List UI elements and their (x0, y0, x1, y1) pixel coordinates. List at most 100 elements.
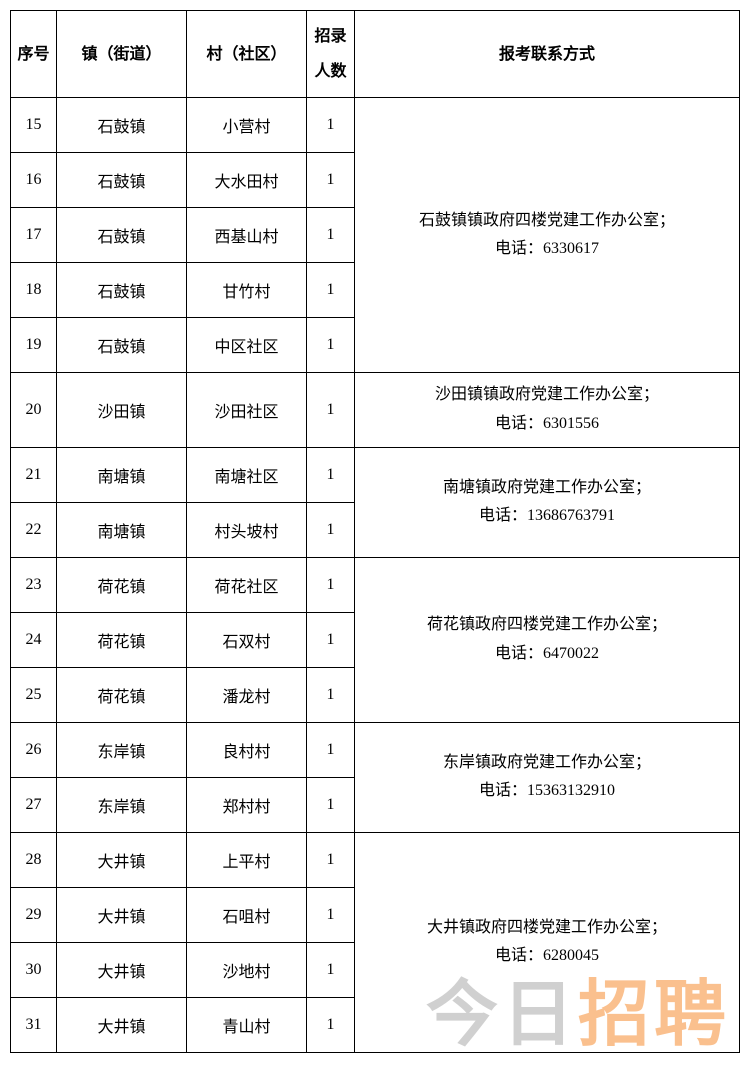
cell-village: 石咀村 (187, 887, 307, 942)
cell-count: 1 (307, 502, 355, 557)
cell-seq: 24 (11, 612, 57, 667)
cell-town: 东岸镇 (57, 722, 187, 777)
cell-contact: 荷花镇政府四楼党建工作办公室；电话：6470022 (355, 557, 740, 722)
cell-town: 大井镇 (57, 832, 187, 887)
cell-contact: 石鼓镇镇政府四楼党建工作办公室；电话：6330617 (355, 98, 740, 373)
cell-village: 小营村 (187, 98, 307, 153)
cell-village: 甘竹村 (187, 263, 307, 318)
table-body: 15石鼓镇小营村1石鼓镇镇政府四楼党建工作办公室；电话：633061716石鼓镇… (11, 98, 740, 1053)
cell-seq: 28 (11, 832, 57, 887)
contact-office: 东岸镇政府党建工作办公室； (359, 749, 735, 778)
cell-town: 石鼓镇 (57, 98, 187, 153)
cell-seq: 15 (11, 98, 57, 153)
cell-village: 青山村 (187, 997, 307, 1052)
cell-town: 大井镇 (57, 997, 187, 1052)
cell-town: 石鼓镇 (57, 153, 187, 208)
contact-phone: 电话：15363132910 (359, 777, 735, 806)
header-contact: 报考联系方式 (355, 11, 740, 98)
cell-seq: 19 (11, 318, 57, 373)
cell-count: 1 (307, 997, 355, 1052)
cell-village: 西基山村 (187, 208, 307, 263)
table-row: 26东岸镇良村村1东岸镇政府党建工作办公室；电话：15363132910 (11, 722, 740, 777)
table-row: 20沙田镇沙田社区1沙田镇镇政府党建工作办公室；电话：6301556 (11, 373, 740, 448)
cell-count: 1 (307, 722, 355, 777)
cell-town: 荷花镇 (57, 667, 187, 722)
cell-village: 沙地村 (187, 942, 307, 997)
cell-count: 1 (307, 832, 355, 887)
cell-village: 荷花社区 (187, 557, 307, 612)
cell-count: 1 (307, 887, 355, 942)
cell-village: 潘龙村 (187, 667, 307, 722)
cell-contact: 沙田镇镇政府党建工作办公室；电话：6301556 (355, 373, 740, 448)
contact-phone: 电话：13686763791 (359, 502, 735, 531)
cell-town: 南塘镇 (57, 502, 187, 557)
cell-seq: 23 (11, 557, 57, 612)
cell-seq: 20 (11, 373, 57, 448)
cell-count: 1 (307, 667, 355, 722)
cell-seq: 16 (11, 153, 57, 208)
cell-village: 南塘社区 (187, 447, 307, 502)
cell-count: 1 (307, 557, 355, 612)
cell-town: 东岸镇 (57, 777, 187, 832)
contact-phone: 电话：6330617 (359, 235, 735, 264)
cell-village: 沙田社区 (187, 373, 307, 448)
cell-town: 石鼓镇 (57, 208, 187, 263)
header-count: 招录人数 (307, 11, 355, 98)
cell-seq: 29 (11, 887, 57, 942)
header-village: 村（社区） (187, 11, 307, 98)
header-town: 镇（街道） (57, 11, 187, 98)
cell-village: 中区社区 (187, 318, 307, 373)
cell-town: 荷花镇 (57, 612, 187, 667)
table-header: 序号 镇（街道） 村（社区） 招录人数 报考联系方式 (11, 11, 740, 98)
cell-seq: 26 (11, 722, 57, 777)
contact-office: 大井镇政府四楼党建工作办公室； (359, 914, 735, 943)
cell-town: 石鼓镇 (57, 318, 187, 373)
cell-contact: 大井镇政府四楼党建工作办公室；电话：6280045 (355, 832, 740, 1052)
contact-phone: 电话：6301556 (359, 410, 735, 439)
cell-seq: 31 (11, 997, 57, 1052)
cell-town: 大井镇 (57, 887, 187, 942)
cell-village: 石双村 (187, 612, 307, 667)
header-seq: 序号 (11, 11, 57, 98)
contact-office: 南塘镇政府党建工作办公室； (359, 474, 735, 503)
contact-office: 荷花镇政府四楼党建工作办公室； (359, 611, 735, 640)
cell-seq: 25 (11, 667, 57, 722)
table-row: 15石鼓镇小营村1石鼓镇镇政府四楼党建工作办公室；电话：6330617 (11, 98, 740, 153)
cell-seq: 21 (11, 447, 57, 502)
cell-count: 1 (307, 153, 355, 208)
contact-phone: 电话：6280045 (359, 942, 735, 971)
contact-office: 石鼓镇镇政府四楼党建工作办公室； (359, 207, 735, 236)
table-row: 28大井镇上平村1大井镇政府四楼党建工作办公室；电话：6280045 (11, 832, 740, 887)
cell-village: 良村村 (187, 722, 307, 777)
contact-phone: 电话：6470022 (359, 640, 735, 669)
cell-count: 1 (307, 208, 355, 263)
cell-count: 1 (307, 612, 355, 667)
cell-count: 1 (307, 777, 355, 832)
cell-seq: 17 (11, 208, 57, 263)
contact-office: 沙田镇镇政府党建工作办公室； (359, 381, 735, 410)
table-row: 21南塘镇南塘社区1南塘镇政府党建工作办公室；电话：13686763791 (11, 447, 740, 502)
cell-count: 1 (307, 942, 355, 997)
table-row: 23荷花镇荷花社区1荷花镇政府四楼党建工作办公室；电话：6470022 (11, 557, 740, 612)
cell-count: 1 (307, 263, 355, 318)
cell-seq: 18 (11, 263, 57, 318)
cell-town: 沙田镇 (57, 373, 187, 448)
cell-seq: 30 (11, 942, 57, 997)
cell-seq: 22 (11, 502, 57, 557)
cell-contact: 南塘镇政府党建工作办公室；电话：13686763791 (355, 447, 740, 557)
cell-contact: 东岸镇政府党建工作办公室；电话：15363132910 (355, 722, 740, 832)
cell-count: 1 (307, 98, 355, 153)
cell-village: 上平村 (187, 832, 307, 887)
cell-village: 大水田村 (187, 153, 307, 208)
cell-town: 荷花镇 (57, 557, 187, 612)
cell-town: 石鼓镇 (57, 263, 187, 318)
cell-seq: 27 (11, 777, 57, 832)
cell-count: 1 (307, 318, 355, 373)
cell-count: 1 (307, 373, 355, 448)
cell-village: 郑村村 (187, 777, 307, 832)
cell-town: 南塘镇 (57, 447, 187, 502)
cell-village: 村头坡村 (187, 502, 307, 557)
cell-town: 大井镇 (57, 942, 187, 997)
recruitment-table: 序号 镇（街道） 村（社区） 招录人数 报考联系方式 15石鼓镇小营村1石鼓镇镇… (10, 10, 740, 1053)
cell-count: 1 (307, 447, 355, 502)
